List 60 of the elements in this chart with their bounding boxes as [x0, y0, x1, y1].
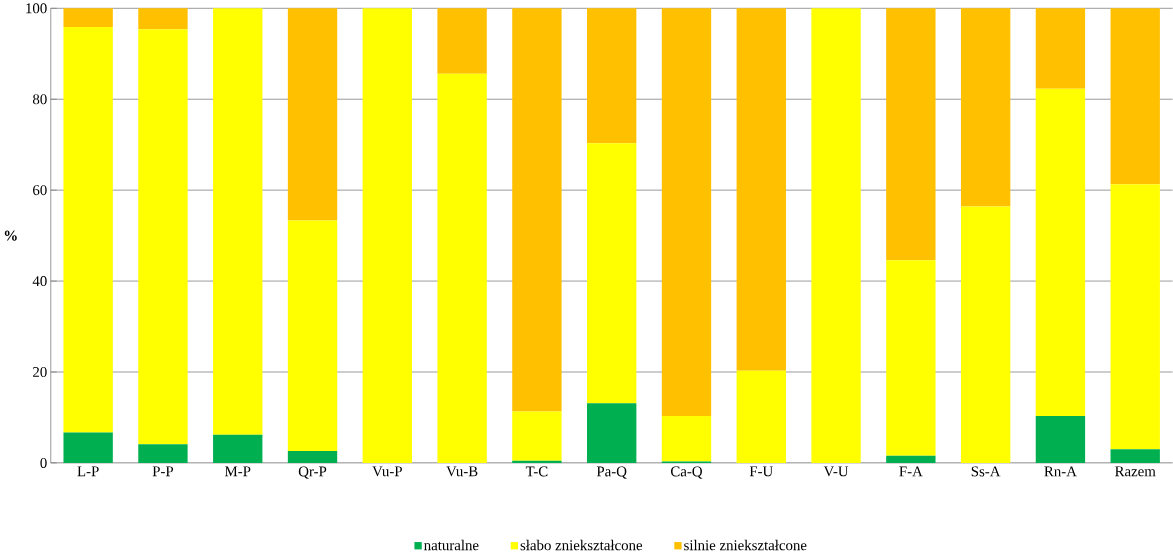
- legend-label: silnie zniekształcone: [684, 540, 807, 551]
- bar: [886, 8, 936, 261]
- bar: [1110, 184, 1160, 450]
- bar: [736, 370, 786, 464]
- legend-label: naturalne: [424, 540, 479, 551]
- y-tick-label: 0: [40, 458, 47, 469]
- bar: [138, 444, 188, 464]
- bar: [362, 8, 412, 464]
- bar: [960, 8, 1011, 207]
- bar: [1110, 449, 1160, 464]
- bar: [287, 8, 338, 221]
- x-tick-label: Vu-B: [446, 466, 478, 477]
- x-tick-label: Pa-Q: [596, 466, 627, 479]
- x-tick-label: M-P: [224, 466, 251, 477]
- x-tick-label: Rn-A: [1044, 466, 1077, 477]
- bar: [213, 8, 263, 435]
- x-tick-label: L-P: [77, 466, 99, 477]
- bar: [1110, 8, 1160, 185]
- bar: [138, 29, 188, 445]
- bar: [811, 8, 861, 464]
- y-tick-label: 20: [33, 367, 47, 378]
- legend-label: słabo zniekształcone: [520, 540, 643, 551]
- bar: [437, 8, 487, 74]
- x-tick-label: T-C: [525, 466, 548, 477]
- bar: [960, 206, 1011, 464]
- bar: [287, 451, 338, 464]
- bar: [886, 455, 936, 464]
- bar: [213, 434, 263, 464]
- bar: [1035, 8, 1086, 89]
- x-tick-label: Ss-A: [971, 466, 1001, 477]
- bar: [1035, 416, 1086, 464]
- bar: [63, 432, 113, 464]
- y-tick-label: 60: [33, 185, 47, 196]
- x-tick-label: F-U: [749, 466, 773, 477]
- x-tick-label: V-U: [823, 466, 849, 477]
- bar: [736, 8, 786, 371]
- bar: [138, 8, 188, 30]
- x-tick-label: Qr-P: [298, 466, 327, 479]
- bar: [587, 143, 637, 404]
- bar: [437, 73, 487, 464]
- x-tick-label: F-A: [899, 466, 923, 477]
- y-tick-label: 40: [32, 276, 47, 287]
- bar: [587, 403, 637, 464]
- y-tick-label: 100: [26, 3, 47, 14]
- x-tick-label: Vu-P: [372, 466, 402, 477]
- bar: [63, 8, 113, 28]
- y-tick-label: 80: [32, 94, 47, 105]
- x-tick-label: Ca-Q: [670, 466, 703, 479]
- bar: [886, 260, 936, 456]
- bar: [1035, 88, 1086, 417]
- bar: [287, 220, 338, 452]
- bar: [512, 8, 562, 412]
- bar: [63, 27, 113, 433]
- x-tick-label: Razem: [1115, 466, 1156, 477]
- bar: [512, 411, 562, 461]
- bar: [661, 416, 712, 462]
- x-tick-label: P-P: [152, 466, 174, 477]
- y-axis-title: %: [4, 230, 17, 241]
- bar: [661, 8, 712, 417]
- bar: [587, 8, 637, 144]
